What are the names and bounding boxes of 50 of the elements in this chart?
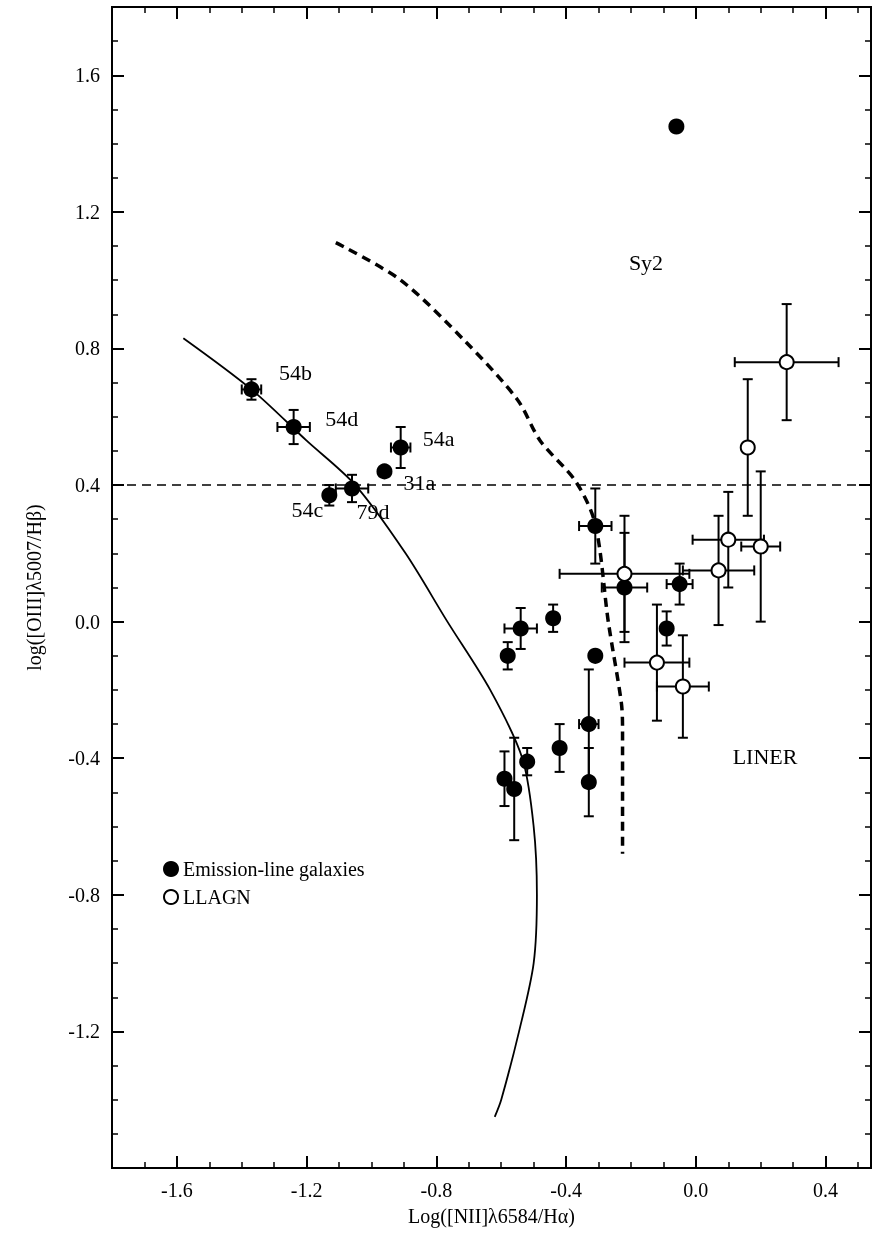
- point: [778, 354, 795, 371]
- point: [671, 576, 688, 593]
- y-tick-label: 1.6: [75, 64, 100, 87]
- x-axis-title: Log([NII]λ6584/Hα): [408, 1205, 575, 1228]
- point: [616, 579, 633, 596]
- legend-label: Emission-line galaxies: [183, 858, 365, 881]
- y-tick-label: 0.8: [75, 337, 100, 360]
- x-tick-label: 0.4: [813, 1179, 839, 1201]
- point: [580, 774, 597, 791]
- point: [545, 610, 562, 627]
- line-series: [182, 337, 538, 1118]
- y-axis-title: log([OIII]λ5007/Hβ): [23, 504, 46, 671]
- legend-label: LLAGN: [183, 886, 251, 908]
- point: [376, 463, 393, 480]
- point: [616, 565, 633, 582]
- y-tick-label: -1.2: [68, 1020, 100, 1043]
- point: [496, 770, 513, 787]
- point: [648, 654, 665, 671]
- annotation: Sy2: [628, 249, 664, 275]
- annotation: 54c: [291, 496, 324, 522]
- x-tick-label: -1.6: [161, 1179, 193, 1201]
- y-tick-label: 0.4: [75, 474, 100, 497]
- point: [658, 620, 675, 637]
- annotation: 54a: [422, 426, 455, 451]
- point: [739, 439, 756, 456]
- x-tick-label: 0.0: [683, 1179, 709, 1201]
- point: [512, 620, 529, 637]
- annotation: 54b: [278, 359, 312, 385]
- point: [752, 538, 769, 555]
- x-tick-label: -0.8: [420, 1179, 453, 1201]
- x-tick-label: -0.4: [550, 1179, 582, 1201]
- point: [506, 780, 523, 797]
- y-tick-label: -0.4: [68, 747, 100, 770]
- point: [499, 647, 516, 664]
- point: [674, 678, 691, 695]
- y-tick-label: 1.2: [75, 200, 100, 223]
- point: [668, 118, 685, 135]
- annotation: LINER: [732, 743, 798, 769]
- annotation: 54d: [325, 405, 359, 431]
- point: [720, 531, 737, 548]
- point: [344, 480, 361, 497]
- point: [587, 647, 604, 664]
- point: [551, 739, 568, 756]
- point: [587, 518, 604, 535]
- point: [710, 562, 727, 579]
- point: [519, 753, 536, 770]
- x-tick-label: -1.2: [290, 1179, 323, 1201]
- y-tick-label: -0.8: [68, 883, 100, 906]
- point: [285, 419, 302, 435]
- y-tick-label: 0.0: [75, 610, 100, 633]
